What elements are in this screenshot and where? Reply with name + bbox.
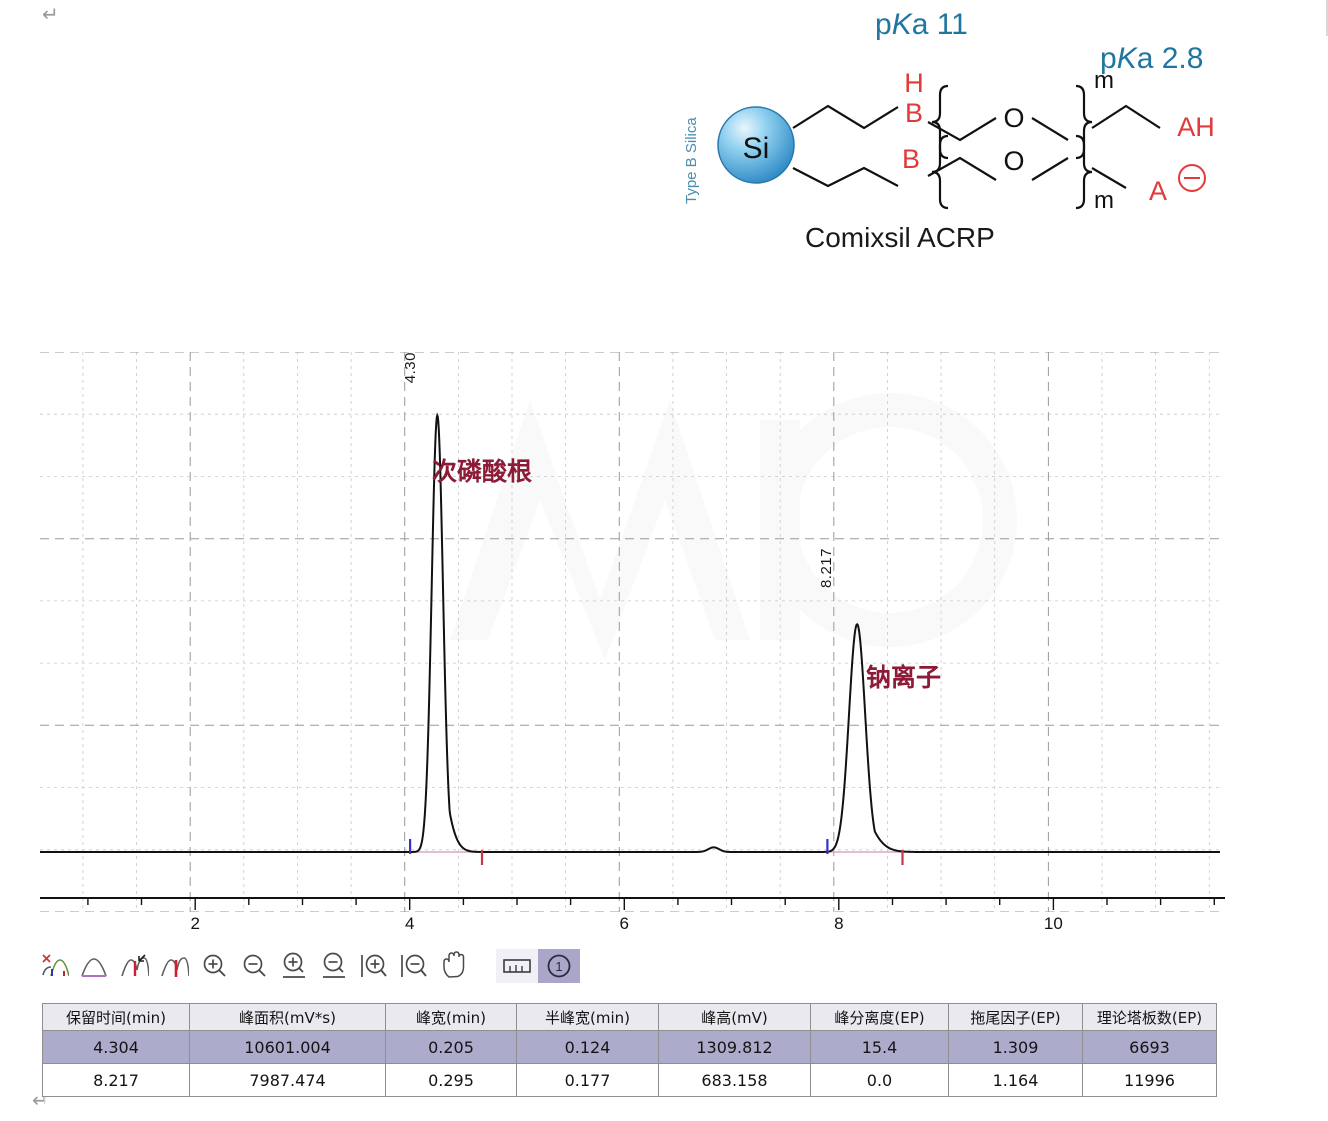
zoom-in-vertical-icon[interactable] <box>274 946 314 986</box>
table-cell: 4.304 <box>42 1030 190 1064</box>
x-axis-tick-label: 10 <box>1043 914 1063 933</box>
chromatogram-toolbar[interactable]: 1 <box>34 944 609 988</box>
peak-2-annotation: 钠离子 <box>866 663 942 692</box>
table-column-header[interactable]: 保留时间(min) <box>42 1003 190 1031</box>
detector-signal-trace <box>40 412 1220 853</box>
peak-1-annotation: 次磷酸根 <box>432 457 533 486</box>
peak-2-retention-label: 8.217 <box>818 548 835 589</box>
x-axis: 2 4 6 8 10 <box>40 896 1225 942</box>
zoom-out-icon[interactable] <box>234 946 274 986</box>
table-column-header[interactable]: 峰高(mV) <box>658 1003 811 1031</box>
pka-left-label: pKa 11 <box>875 8 968 41</box>
channel-one-button[interactable]: 1 <box>538 949 580 983</box>
x-axis-tick-label: 4 <box>404 914 415 933</box>
bond-to-a <box>1091 167 1127 189</box>
silica-core-label: Si <box>743 132 770 165</box>
peak-results-table[interactable]: 保留时间(min) 峰面积(mV*s) 峰宽(min) 半峰宽(min) 峰高(mV) 峰… <box>42 1003 1217 1097</box>
peak-1-retention-label: 4.30 <box>402 352 419 384</box>
table-row[interactable]: 8.217 7987.474 0.295 0.177 683.158 0.0 1.164 11… <box>42 1063 1217 1097</box>
oxygen-atom-top-label: O <box>1003 103 1024 133</box>
boron-atom-bottom-label: B <box>902 144 920 174</box>
bond-o-to-c-top <box>1031 117 1069 141</box>
table-cell: 10601.004 <box>189 1030 386 1064</box>
repeat-count-bottom-label: m <box>1094 187 1114 214</box>
table-cell: 11996 <box>1082 1063 1217 1097</box>
table-column-header[interactable]: 峰宽(min) <box>385 1003 517 1031</box>
zoom-out-horizontal-icon[interactable] <box>394 946 434 986</box>
table-cell: 15.4 <box>810 1030 949 1064</box>
structure-name-label: Comixsil ACRP <box>805 222 995 253</box>
boron-atom-top-label: B <box>905 98 923 128</box>
table-cell: 683.158 <box>658 1063 811 1097</box>
table-column-header[interactable]: 半峰宽(min) <box>516 1003 659 1031</box>
upper-propyl-chain <box>792 104 899 130</box>
zoom-in-icon[interactable] <box>194 946 234 986</box>
table-cell: 1.164 <box>948 1063 1083 1097</box>
table-header-row: 保留时间(min) 峰面积(mV*s) 峰宽(min) 半峰宽(min) 峰高(mV) 峰… <box>42 1003 1217 1031</box>
table-cell: 0.295 <box>385 1063 517 1097</box>
bond-b-to-o-bottom <box>927 156 997 181</box>
split-peak-icon[interactable] <box>74 946 114 986</box>
negative-charge-icon <box>1178 164 1206 192</box>
table-column-header[interactable]: 峰面积(mV*s) <box>189 1003 386 1031</box>
silica-type-label: Type B Silica <box>683 117 700 204</box>
zoom-out-vertical-icon[interactable] <box>314 946 354 986</box>
bond-to-ah <box>1091 104 1161 129</box>
x-axis-tick-label: 6 <box>619 914 629 933</box>
bracket-close-bottom <box>1075 134 1093 210</box>
table-column-header[interactable]: 拖尾因子(EP) <box>948 1003 1083 1031</box>
bond-b-to-o-top <box>927 117 997 142</box>
page-edge-right <box>1326 0 1328 36</box>
silica-sphere-icon <box>717 106 795 184</box>
channel-one-label: 1 <box>555 959 562 974</box>
table-body: 4.304 10601.004 0.205 0.124 1309.812 15.4 1.30… <box>42 1030 1217 1097</box>
hydrogen-atom-label: H <box>904 68 924 98</box>
molecular-structure-diagram: Si H B B O m AH O m A <box>676 0 1236 270</box>
table-column-header[interactable]: 理论塔板数(EP) <box>1082 1003 1217 1031</box>
delete-peak-icon[interactable] <box>34 946 74 986</box>
paragraph-mark-top: ↵ <box>42 2 59 26</box>
table-cell: 0.124 <box>516 1030 659 1064</box>
edit-peak-icon[interactable] <box>154 946 194 986</box>
lower-propyl-chain <box>792 166 899 188</box>
x-axis-tick-label: 8 <box>834 914 844 933</box>
pka-right-label: pKa 2.8 <box>1100 42 1204 75</box>
table-cell: 0.0 <box>810 1063 949 1097</box>
ruler-icon[interactable] <box>496 949 538 983</box>
merge-peak-icon[interactable] <box>114 946 154 986</box>
table-cell: 7987.474 <box>189 1063 386 1097</box>
table-cell: 1309.812 <box>658 1030 811 1064</box>
table-cell: 0.177 <box>516 1063 659 1097</box>
ah-group-label: AH <box>1177 112 1215 142</box>
table-column-header[interactable]: 峰分离度(EP) <box>810 1003 949 1031</box>
zoom-in-horizontal-icon[interactable] <box>354 946 394 986</box>
table-cell: 1.309 <box>948 1030 1083 1064</box>
pan-hand-icon[interactable] <box>434 946 474 986</box>
a-group-label: A <box>1149 176 1167 206</box>
chromatogram-plot[interactable] <box>40 352 1220 912</box>
x-axis-tick-label: 2 <box>190 914 200 933</box>
table-cell: 6693 <box>1082 1030 1217 1064</box>
table-cell: 8.217 <box>42 1063 190 1097</box>
table-row[interactable]: 4.304 10601.004 0.205 0.124 1309.812 15.4 1.30… <box>42 1030 1217 1064</box>
table-cell: 0.205 <box>385 1030 517 1064</box>
repeat-count-top-label: m <box>1094 67 1114 94</box>
peak-integration-markers <box>409 839 904 865</box>
bond-o-to-c-bottom <box>1031 157 1069 181</box>
grid-minor <box>40 352 1220 912</box>
grid-major <box>40 352 1220 912</box>
bracket-open-bottom <box>931 134 949 210</box>
oxygen-atom-bottom-label: O <box>1003 146 1024 176</box>
